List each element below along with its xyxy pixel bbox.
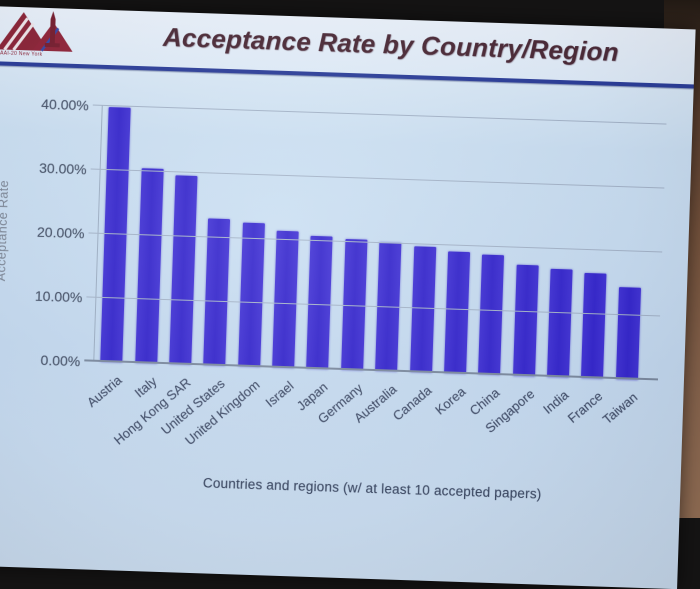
bar-italy (134, 167, 164, 364)
bar-israel (272, 230, 299, 369)
bar-india (547, 268, 573, 378)
bar-hong-kong-sar (169, 174, 198, 365)
bar-china (478, 254, 505, 376)
bar-canada (409, 246, 436, 373)
y-tick-label: 30.00% (38, 159, 87, 178)
y-tick-label: 20.00% (36, 223, 85, 242)
y-tick-label: 10.00% (34, 287, 83, 306)
bar-singapore (512, 264, 539, 377)
bar-france (581, 272, 607, 379)
chart-title: Acceptance Rate by Country/Region (162, 21, 620, 67)
bar-united-kingdom (237, 222, 265, 368)
bar-japan (306, 235, 333, 370)
slide-header: AAAI-20 New York Acceptance Rate by Coun… (0, 6, 696, 85)
y-tick-label: 0.00% (40, 351, 81, 370)
bar-korea (444, 251, 471, 375)
y-tick-label: 40.00% (41, 95, 90, 114)
aaai-conference-logo-icon (0, 11, 73, 52)
bar-united-states (203, 218, 231, 367)
presentation-slide: AAAI-20 New York Acceptance Rate by Coun… (0, 6, 696, 589)
plot-area: Acceptance Rate 0.00% 10.00% 20.00% 30.00% 4… (0, 96, 667, 381)
bar-taiwan (615, 287, 641, 380)
x-axis-labels: Austria Italy Hong Kong SAR United States Un… (84, 372, 644, 480)
